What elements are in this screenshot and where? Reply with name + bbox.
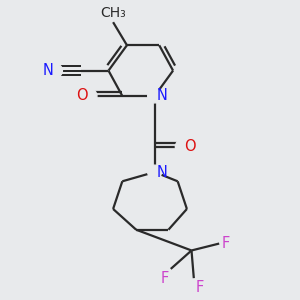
Text: F: F bbox=[160, 271, 168, 286]
Text: O: O bbox=[76, 88, 88, 104]
Text: O: O bbox=[184, 139, 196, 154]
Circle shape bbox=[176, 140, 189, 154]
Circle shape bbox=[49, 64, 62, 77]
Text: F: F bbox=[221, 236, 230, 251]
Text: N: N bbox=[157, 165, 168, 180]
Circle shape bbox=[148, 165, 161, 179]
Circle shape bbox=[148, 89, 161, 103]
Text: CH₃: CH₃ bbox=[100, 6, 126, 20]
Circle shape bbox=[83, 89, 97, 103]
Text: F: F bbox=[196, 280, 204, 296]
Text: N: N bbox=[42, 63, 53, 78]
Text: N: N bbox=[157, 88, 168, 104]
